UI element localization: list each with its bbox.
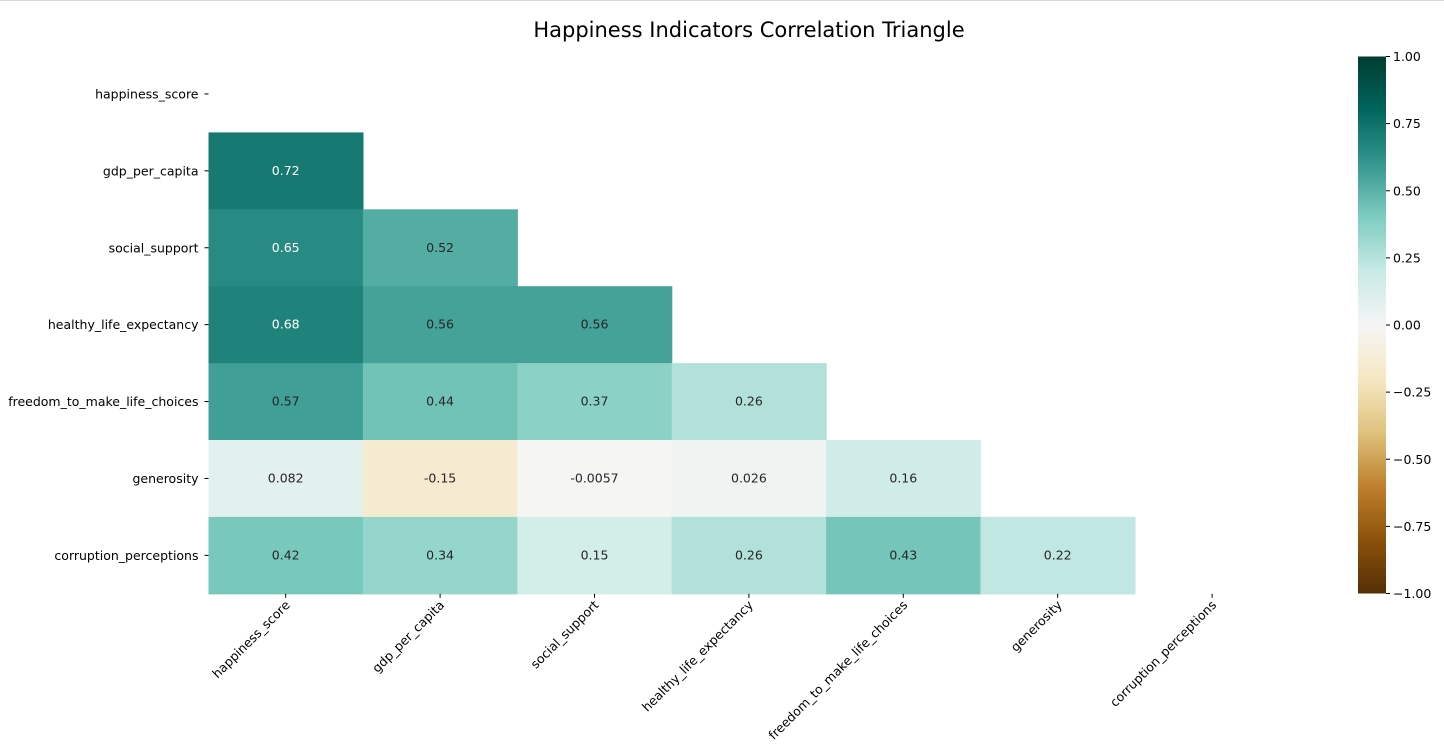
- heatmap-cell-healthy-life-expectancy-happiness-score: [208, 286, 364, 364]
- cell-label-social-support-gdp-per-capita: 0.52: [426, 240, 454, 255]
- colorbar: 1.00 0.75 0.50 0.25 0.00 −0.25 −0.50 −0.75 −1.00: [1358, 49, 1431, 601]
- x-tick-label-gdp-per-capita: gdp_per_capita: [369, 597, 447, 675]
- cell-label-generosity-freedom-to-make-life-choices: 0.16: [889, 470, 917, 485]
- heatmap-cell-corruption-perceptions-gdp-per-capita: [362, 516, 518, 595]
- cell-label-corruption-perceptions-social-support: 0.15: [581, 547, 609, 562]
- heatmap-cell-generosity-freedom-to-make-life-choices: [826, 440, 982, 518]
- y-tick-label-gdp-per-capita: gdp_per_capita: [103, 163, 199, 178]
- chart-title: Happiness Indicators Correlation Triangl…: [533, 18, 964, 42]
- y-tick-label-happiness-score: happiness_score: [95, 86, 199, 101]
- colorbar-tick-label: −1.00: [1393, 586, 1431, 601]
- cell-label-social-support-happiness-score: 0.65: [272, 240, 300, 255]
- cell-label-healthy-life-expectancy-social-support: 0.56: [581, 317, 609, 332]
- heatmap-cell-generosity-happiness-score: [208, 440, 364, 518]
- heatmap-cells: 0.72 0.65 0.52 0.68 0.56 0.56 0.57 0.44 0.37 0.26…: [208, 132, 1136, 595]
- colorbar-tick-label: 0.50: [1393, 183, 1421, 198]
- colorbar-tick-label: 0.25: [1393, 250, 1421, 265]
- heatmap-cell-corruption-perceptions-generosity: [980, 516, 1136, 595]
- cell-label-freedom-to-make-life-choices-happiness-score: 0.57: [272, 394, 300, 409]
- heatmap-cell-corruption-perceptions-freedom-to-make-life-choices: [826, 516, 982, 595]
- y-tick-label-generosity: generosity: [132, 471, 199, 486]
- y-tick-label-healthy-life-expectancy: healthy_life_expectancy: [48, 317, 199, 332]
- cell-label-freedom-to-make-life-choices-social-support: 0.37: [581, 394, 609, 409]
- cell-label-corruption-perceptions-healthy-life-expectancy: 0.26: [735, 547, 763, 562]
- colorbar-tick-label: 0.75: [1393, 116, 1421, 131]
- cell-label-corruption-perceptions-generosity: 0.22: [1044, 547, 1072, 562]
- heatmap-cell-healthy-life-expectancy-social-support: [517, 286, 673, 364]
- x-tick-label-generosity: generosity: [1008, 597, 1066, 655]
- x-tick-label-social-support: social_support: [527, 597, 601, 671]
- heatmap-cell-freedom-to-make-life-choices-gdp-per-capita: [362, 363, 518, 441]
- x-tick-label-healthy-life-expectancy: healthy_life_expectancy: [639, 597, 757, 715]
- cell-label-generosity-happiness-score: 0.082: [268, 470, 304, 485]
- heatmap-cell-generosity-social-support: [517, 440, 673, 518]
- heatmap-cell-corruption-perceptions-happiness-score: [208, 516, 364, 595]
- cell-label-corruption-perceptions-gdp-per-capita: 0.34: [426, 547, 454, 562]
- heatmap-cell-generosity-gdp-per-capita: [362, 440, 518, 518]
- cell-label-corruption-perceptions-happiness-score: 0.42: [272, 547, 300, 562]
- colorbar-tick-label: −0.75: [1393, 519, 1431, 534]
- colorbar-tick-label: −0.50: [1393, 452, 1431, 467]
- heatmap-cell-corruption-perceptions-social-support: [517, 516, 673, 595]
- x-tick-label-corruption-perceptions: corruption_perceptions: [1107, 597, 1219, 709]
- cell-label-healthy-life-expectancy-gdp-per-capita: 0.56: [426, 317, 454, 332]
- x-tick-label-happiness-score: happiness_score: [209, 597, 293, 681]
- heatmap-cell-freedom-to-make-life-choices-healthy-life-expectancy: [671, 363, 827, 441]
- colorbar-tick-label: 1.00: [1393, 49, 1421, 64]
- colorbar-tick-label: −0.25: [1393, 385, 1431, 400]
- cell-label-generosity-gdp-per-capita: -0.15: [424, 470, 456, 485]
- cell-label-gdp-per-capita-happiness-score: 0.72: [272, 163, 300, 178]
- heatmap-cell-generosity-healthy-life-expectancy: [671, 440, 827, 518]
- cell-label-generosity-social-support: -0.0057: [570, 470, 618, 485]
- x-tick-label-freedom-to-make-life-choices: freedom_to_make_life_choices: [765, 597, 910, 742]
- cell-label-freedom-to-make-life-choices-healthy-life-expectancy: 0.26: [735, 394, 763, 409]
- heatmap-cell-social-support-happiness-score: [208, 209, 364, 287]
- cell-label-corruption-perceptions-freedom-to-make-life-choices: 0.43: [889, 547, 917, 562]
- y-tick-label-corruption-perceptions: corruption_perceptions: [54, 548, 198, 563]
- cell-label-healthy-life-expectancy-happiness-score: 0.68: [272, 317, 300, 332]
- colorbar-gradient: [1358, 56, 1386, 594]
- y-tick-label-freedom-to-make-life-choices: freedom_to_make_life_choices: [8, 394, 198, 409]
- y-tick-label-social-support: social_support: [109, 240, 199, 255]
- x-axis-ticks: happiness_score gdp_per_capita social_supp…: [209, 593, 1219, 742]
- y-axis-ticks: happiness_score gdp_per_capita social_supp…: [8, 86, 209, 563]
- heatmap-cell-corruption-perceptions-healthy-life-expectancy: [671, 516, 827, 595]
- cell-label-freedom-to-make-life-choices-gdp-per-capita: 0.44: [426, 394, 454, 409]
- heatmap-cell-freedom-to-make-life-choices-social-support: [517, 363, 673, 441]
- heatmap-cell-gdp-per-capita-happiness-score: [208, 132, 364, 210]
- cell-label-generosity-healthy-life-expectancy: 0.026: [731, 470, 767, 485]
- heatmap-cell-healthy-life-expectancy-gdp-per-capita: [362, 286, 518, 364]
- heatmap-cell-freedom-to-make-life-choices-happiness-score: [208, 363, 364, 441]
- colorbar-tick-label: 0.00: [1393, 318, 1421, 333]
- heatmap-cell-social-support-gdp-per-capita: [362, 209, 518, 287]
